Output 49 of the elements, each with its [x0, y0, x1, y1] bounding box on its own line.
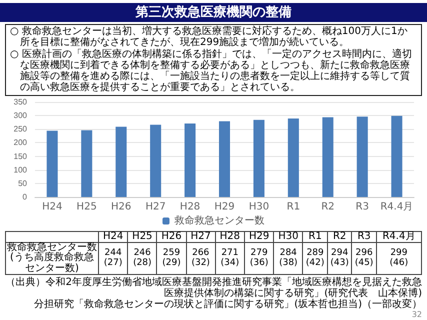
legend-label: 救命救急センター数: [174, 214, 264, 226]
text: 244 (27): [104, 248, 122, 268]
y-tick-label: 350: [14, 97, 28, 106]
text: 266 (32): [191, 248, 210, 268]
x-tick-label: H29: [214, 201, 235, 212]
category-label: H25: [132, 230, 152, 242]
x-tick-label: R1: [286, 201, 300, 212]
text: 296 (45): [354, 248, 374, 268]
category-label: H28: [220, 230, 240, 242]
category-label: H30: [278, 230, 298, 242]
category-label: R4.4月: [382, 230, 416, 242]
y-tick-label: 100: [14, 165, 28, 174]
category-label: R3: [357, 230, 371, 242]
text: 289 (42): [306, 248, 324, 268]
text: 246 (28): [133, 248, 152, 268]
text: 32: [410, 310, 422, 319]
category-label: H26: [161, 230, 182, 242]
y-tick-label: 50: [18, 178, 28, 188]
x-tick-label: H28: [180, 201, 200, 212]
x-tick-label: R2: [321, 201, 335, 212]
text: 294 (43): [330, 248, 349, 268]
text: 299 (46): [390, 248, 408, 268]
x-tick-label: H25: [76, 201, 97, 212]
category-label: H24: [102, 230, 124, 242]
x-tick-label: R3: [356, 201, 369, 212]
category-label: R1: [308, 230, 322, 242]
x-tick-label: R4.4月: [380, 201, 414, 212]
y-tick-label: 150: [14, 152, 28, 161]
text: 279 (36): [250, 248, 268, 268]
category-label: R2: [332, 230, 346, 242]
text: 284 (38): [279, 248, 298, 268]
y-tick-label: 0: [22, 192, 28, 202]
text: ○ 救命救急センターは当初、増大する救急医療需要に対応するため、概ね100万人に1か所を目標に整備がなされてきたが、現在299施設まで増加が続いている。: [10, 26, 408, 48]
y-tick-label: 200: [14, 138, 28, 147]
text: 271 (34): [220, 248, 240, 268]
text: 分担研究「救命救急センターの現状と評価に関する研究」(坂本哲也担当)（一部改変）: [33, 299, 422, 310]
chart-title: 第三次救急医療機関の整備: [0, 3, 427, 22]
x-tick-label: H30: [248, 201, 270, 212]
y-tick-label: 250: [14, 124, 28, 134]
category-label: H27: [190, 230, 211, 242]
x-tick-label: H26: [111, 201, 132, 212]
category-label: H29: [248, 230, 270, 242]
text: （出典）令和2年度厚生労働省地域医療基盤開発推進研究事業「地域医療構想を見据えた救急医療提供体制の構築に関する研究」(研究代表 山本保博): [5, 277, 422, 299]
y-tick-label: 300: [14, 110, 28, 120]
text: 259 (29): [162, 248, 181, 268]
x-tick-label: H27: [145, 201, 166, 212]
text: 救命救急センター数 (うち高度救命救急センター数): [6, 242, 98, 274]
x-tick-label: H24: [42, 201, 62, 212]
text: ○ 医療計画の「救急医療の体制構築に係る指針」では、「一定のアクセス時間内に、適切な医療機関に到着できる体制を整備する必要がある」としつつも、新たに救命救急医療施設等の整備を進める際には、「一施設当たりの患者数を一定以上に維持する等して質の高い救急医療を提供することが重要である」とされている。: [10, 48, 413, 94]
